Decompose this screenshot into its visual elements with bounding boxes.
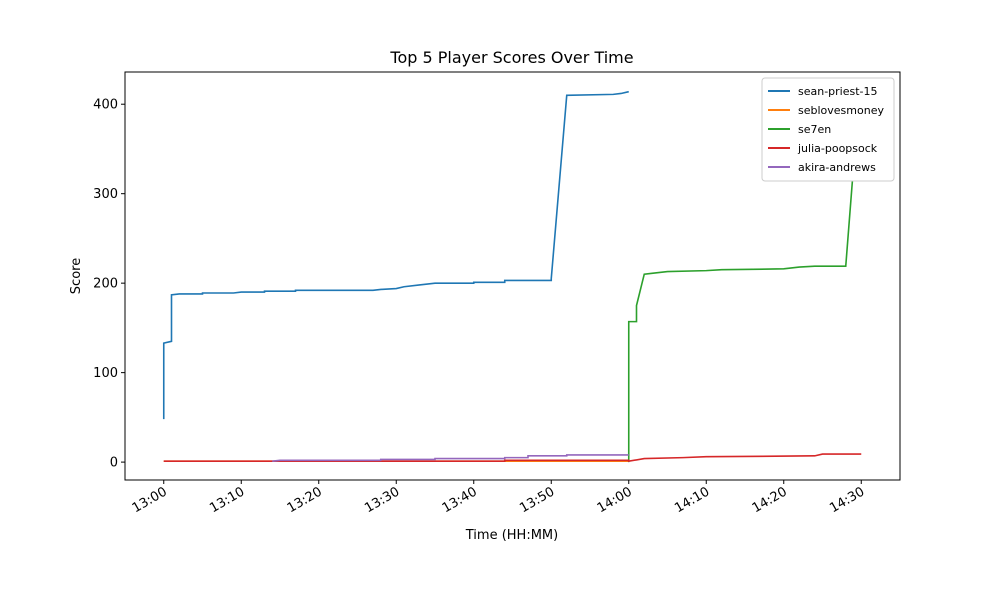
y-axis-label: Score — [69, 258, 84, 294]
x-tick-label: 13:40 — [440, 484, 480, 516]
legend-label: sean-priest-15 — [798, 85, 878, 98]
x-tick-label: 14:20 — [750, 484, 790, 516]
x-tick-label: 13:30 — [362, 484, 402, 516]
legend-label: seblovesmoney — [798, 104, 884, 117]
x-tick-label: 14:10 — [672, 484, 712, 516]
x-tick-label: 13:00 — [130, 484, 170, 516]
x-tick-label: 13:20 — [285, 484, 325, 516]
series-line — [163, 453, 862, 463]
y-tick-label: 300 — [93, 187, 118, 202]
plot-frame — [124, 71, 901, 481]
x-axis-label: Time (HH:MM) — [465, 528, 558, 543]
legend-label: se7en — [798, 123, 831, 136]
x-tick-label: 14:00 — [595, 484, 635, 516]
x-tick-label: 14:30 — [827, 484, 867, 516]
y-tick-label: 0 — [110, 456, 118, 471]
legend-box — [761, 77, 895, 182]
y-tick-label: 100 — [93, 366, 118, 381]
x-tick-label: 13:50 — [517, 484, 557, 516]
series-line — [162, 90, 629, 420]
legend-label: akira-andrews — [798, 161, 876, 174]
y-tick-label: 200 — [93, 277, 118, 292]
series-line — [272, 454, 629, 463]
x-tick-label: 13:10 — [207, 484, 247, 516]
legend-label: julia-poopsock — [797, 142, 878, 155]
series-line — [627, 104, 863, 463]
y-tick-label: 400 — [93, 98, 118, 113]
chart-title: Top 5 Player Scores Over Time — [389, 48, 633, 67]
